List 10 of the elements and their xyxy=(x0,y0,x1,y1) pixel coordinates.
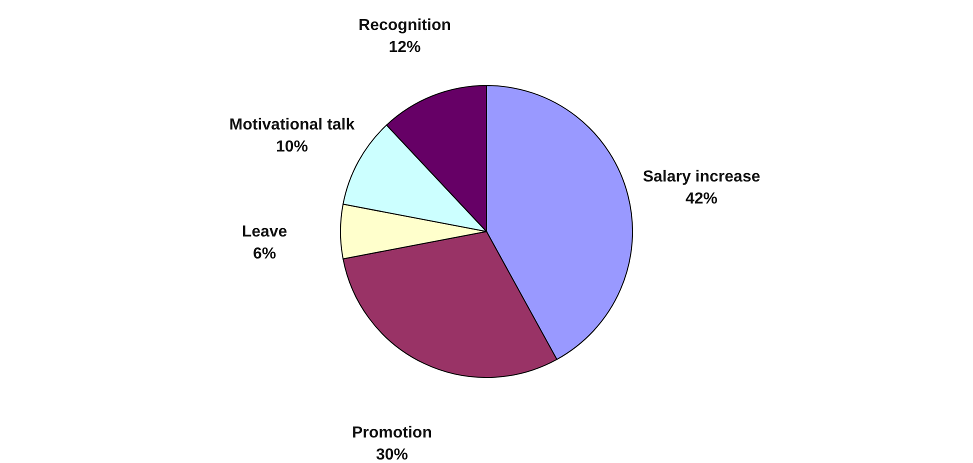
slice-label: Recognition xyxy=(358,17,451,34)
data-label: 10% xyxy=(276,138,308,156)
data-label: 12% xyxy=(388,39,421,56)
data-label: 30% xyxy=(376,446,408,463)
slice-label: Promotion xyxy=(352,424,432,442)
slice-label: Salary increase xyxy=(642,168,760,186)
data-label: 42% xyxy=(686,190,718,208)
data-label: 6% xyxy=(252,246,276,262)
slice-label: Motivational talk xyxy=(229,116,355,134)
slice-label: Leave xyxy=(242,224,288,240)
